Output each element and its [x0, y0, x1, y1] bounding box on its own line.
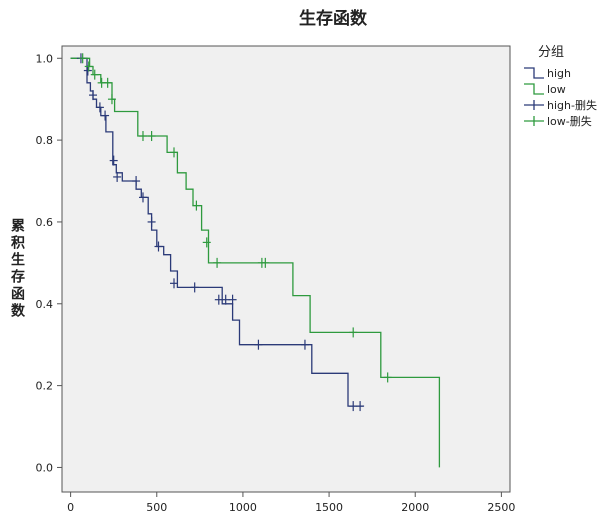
censor-mark-high: [228, 294, 237, 305]
legend-label: low: [547, 83, 566, 96]
legend-entry: high-删失: [524, 99, 597, 112]
legend-entry: low-删失: [524, 115, 592, 128]
legend-label: high-删失: [547, 99, 597, 112]
censor-mark-high: [101, 110, 110, 121]
series-line-low: [70, 57, 441, 468]
censor-mark-high: [221, 294, 230, 305]
legend-symbol: [524, 83, 544, 95]
y-axis-label-char: 积: [11, 235, 25, 252]
censor-mark-high: [300, 339, 309, 350]
censor-mark-low: [78, 53, 87, 64]
x-tick-label: 1000: [229, 501, 257, 514]
x-tick-label: 2500: [487, 501, 515, 514]
censor-mark-low: [192, 200, 201, 211]
censor-mark-low: [107, 94, 116, 105]
censor-mark-low: [261, 257, 270, 268]
plot-area: [61, 45, 511, 493]
legend-label: high: [547, 67, 571, 80]
censor-mark-high: [83, 65, 92, 76]
censor-mark-high: [113, 171, 122, 182]
y-axis-label-char: 数: [11, 303, 26, 320]
censor-mark-high: [154, 241, 163, 252]
series-line-high: [70, 57, 364, 407]
y-axis-label-char: 存: [11, 269, 25, 286]
censor-mark-high: [356, 401, 365, 412]
legend-entry: low: [524, 83, 566, 96]
censor-mark-high: [170, 278, 178, 289]
y-axis-label-char: 生: [11, 252, 25, 269]
censor-mark-low: [84, 61, 93, 72]
censor-mark-high: [147, 216, 156, 227]
censor-mark-low: [138, 131, 147, 142]
censor-mark-low: [202, 237, 211, 248]
y-axis-label-char: 函: [11, 287, 25, 303]
y-tick-label: 0.0: [36, 461, 54, 474]
censor-mark-high: [190, 282, 199, 293]
x-tick-label: 1500: [315, 501, 343, 514]
x-tick-label: 500: [146, 501, 167, 514]
censor-mark-low: [103, 77, 112, 88]
legend-entry: high: [524, 67, 571, 80]
x-tick-label: 2000: [401, 501, 429, 514]
censor-mark-high: [132, 176, 141, 187]
censor-mark-high: [109, 155, 118, 166]
legend-title: 分组: [538, 45, 564, 60]
censor-mark-high: [349, 401, 358, 412]
censor-mark-high: [89, 90, 98, 101]
y-tick-label: 1.0: [36, 52, 54, 65]
y-tick-label: 0.6: [36, 216, 54, 229]
legend-symbol: [524, 67, 544, 79]
censor-mark-high: [254, 339, 263, 350]
series-layer: [70, 57, 441, 468]
legend-entries: high low high-删失 low-删失: [524, 67, 597, 128]
censor-layer: [76, 53, 392, 412]
y-tick-label: 0.8: [36, 134, 54, 147]
censor-mark-low: [147, 131, 156, 142]
y-axis-label-char: 累: [11, 219, 25, 235]
legend: 分组 high low high-删失 low-删失: [524, 45, 597, 128]
y-tick-label: 0.2: [36, 380, 54, 393]
legend-label: low-删失: [547, 115, 592, 128]
x-tick-label: 0: [67, 501, 74, 514]
censor-mark-low: [90, 69, 99, 80]
chart-title: 生存函数: [299, 8, 368, 29]
censor-mark-low: [349, 327, 358, 338]
censor-mark-low: [383, 372, 392, 383]
axis-ticks: 0 500 1000 1500 2000 2500 0.0 0.2 0.4 0.6 0.8 1.0: [36, 52, 516, 514]
censor-mark-low: [213, 257, 222, 268]
censor-mark-high: [95, 102, 104, 113]
censor-mark-high: [138, 192, 147, 203]
censor-mark-high: [214, 294, 223, 305]
censor-mark-low: [170, 147, 178, 158]
y-tick-label: 0.4: [36, 298, 54, 311]
